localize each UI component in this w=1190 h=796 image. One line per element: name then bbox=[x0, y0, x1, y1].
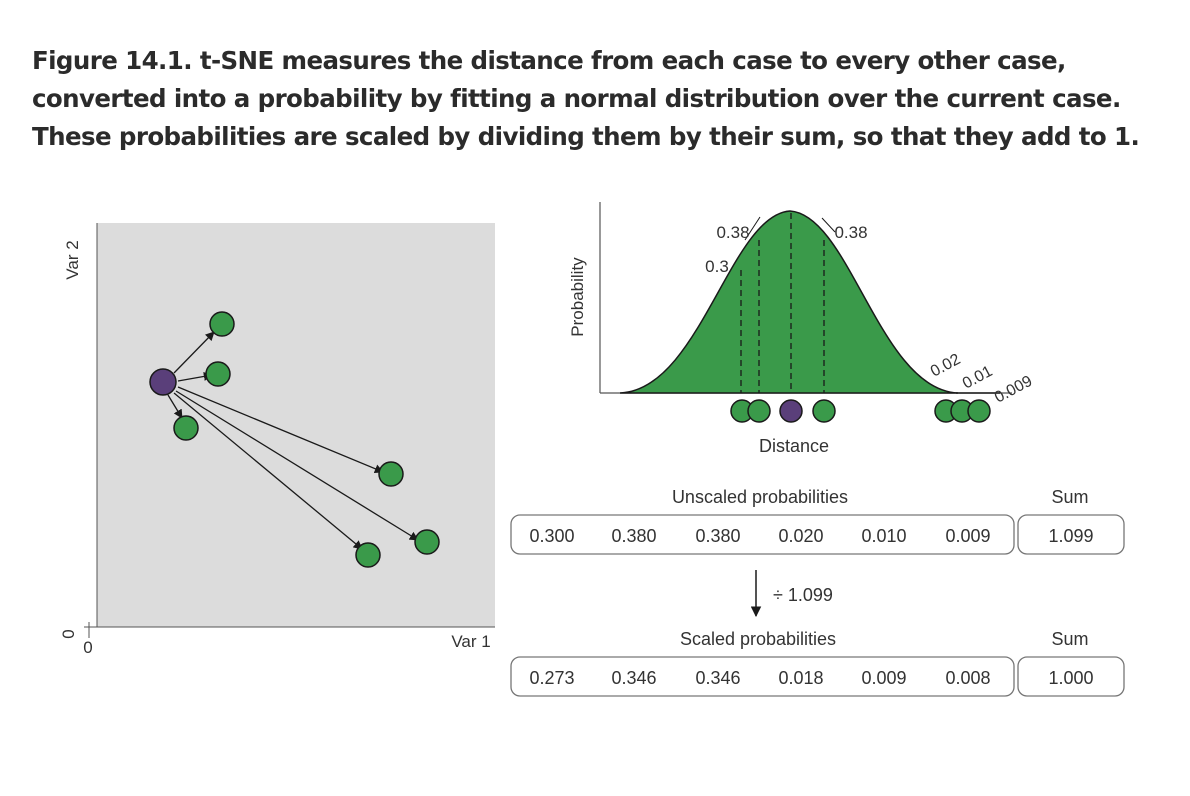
distance-arrow bbox=[167, 394, 183, 419]
scaled-sum-label: Sum bbox=[1051, 629, 1088, 649]
distance-point bbox=[747, 399, 771, 423]
curve-label-001: 0.01 bbox=[960, 363, 996, 393]
scaled-sum-value: 1.000 bbox=[1048, 668, 1093, 688]
scaled-title: Scaled probabilities bbox=[680, 629, 836, 649]
distance-arrow bbox=[173, 331, 215, 374]
neighbor-points bbox=[173, 311, 440, 568]
unscaled-sum-box bbox=[1017, 514, 1125, 555]
label-leaders bbox=[744, 216, 836, 241]
scaled-value: 0.346 bbox=[611, 668, 656, 688]
unscaled-value: 0.380 bbox=[611, 526, 656, 546]
scaled-value: 0.018 bbox=[778, 668, 823, 688]
scaled-box bbox=[510, 656, 1015, 697]
distance-points bbox=[730, 399, 991, 423]
divide-label: ÷ 1.099 bbox=[773, 585, 833, 605]
curve-y-label: Probability bbox=[568, 257, 587, 337]
unscaled-box bbox=[510, 514, 1015, 555]
curve-label-0009: 0.009 bbox=[992, 373, 1035, 407]
unscaled-value: 0.300 bbox=[529, 526, 574, 546]
distance-arrow bbox=[175, 390, 419, 541]
curve-label-038-right: 0.38 bbox=[834, 223, 867, 242]
unscaled-sum-value: 1.099 bbox=[1048, 526, 1093, 546]
neighbor-point bbox=[209, 311, 235, 337]
curve-x-label: Distance bbox=[759, 436, 829, 456]
focal-point bbox=[149, 368, 177, 396]
label-leader bbox=[744, 216, 761, 241]
scatter-y-label: Var 2 bbox=[63, 240, 82, 279]
label-leader bbox=[821, 217, 836, 233]
distance-arrows bbox=[167, 331, 419, 550]
unscaled-title: Unscaled probabilities bbox=[672, 487, 848, 507]
curve-label-038-left: 0.38 bbox=[716, 223, 749, 242]
normal-curve bbox=[619, 210, 959, 394]
distance-point bbox=[812, 399, 836, 423]
curve-label-03: 0.3 bbox=[705, 257, 729, 276]
neighbor-point bbox=[205, 361, 231, 387]
distance-point bbox=[967, 399, 991, 423]
curve-dashed-lines bbox=[740, 213, 825, 393]
unscaled-value: 0.009 bbox=[945, 526, 990, 546]
scaled-sum-box bbox=[1017, 656, 1125, 697]
distance-arrow bbox=[177, 386, 384, 474]
scatter-y-zero-label: 0 bbox=[59, 629, 78, 638]
unscaled-value: 0.010 bbox=[861, 526, 906, 546]
neighbor-point bbox=[414, 529, 440, 555]
neighbor-point bbox=[173, 415, 199, 441]
scatter-x-zero-label: 0 bbox=[83, 638, 92, 657]
curve-label-002: 0.02 bbox=[928, 351, 964, 381]
scaled-value: 0.008 bbox=[945, 668, 990, 688]
scaled-value: 0.346 bbox=[695, 668, 740, 688]
neighbor-point bbox=[355, 542, 381, 568]
unscaled-sum-label: Sum bbox=[1051, 487, 1088, 507]
focal-distance-point bbox=[779, 399, 803, 423]
scaled-value: 0.009 bbox=[861, 668, 906, 688]
unscaled-value: 0.380 bbox=[695, 526, 740, 546]
unscaled-value: 0.020 bbox=[778, 526, 823, 546]
scaled-value: 0.273 bbox=[529, 668, 574, 688]
figure-caption: Figure 14.1. t-SNE measures the distance… bbox=[32, 46, 1140, 151]
scatter-panel bbox=[97, 223, 495, 627]
scatter-x-label: Var 1 bbox=[451, 632, 490, 651]
neighbor-point bbox=[378, 461, 404, 487]
distance-arrow bbox=[173, 392, 363, 550]
